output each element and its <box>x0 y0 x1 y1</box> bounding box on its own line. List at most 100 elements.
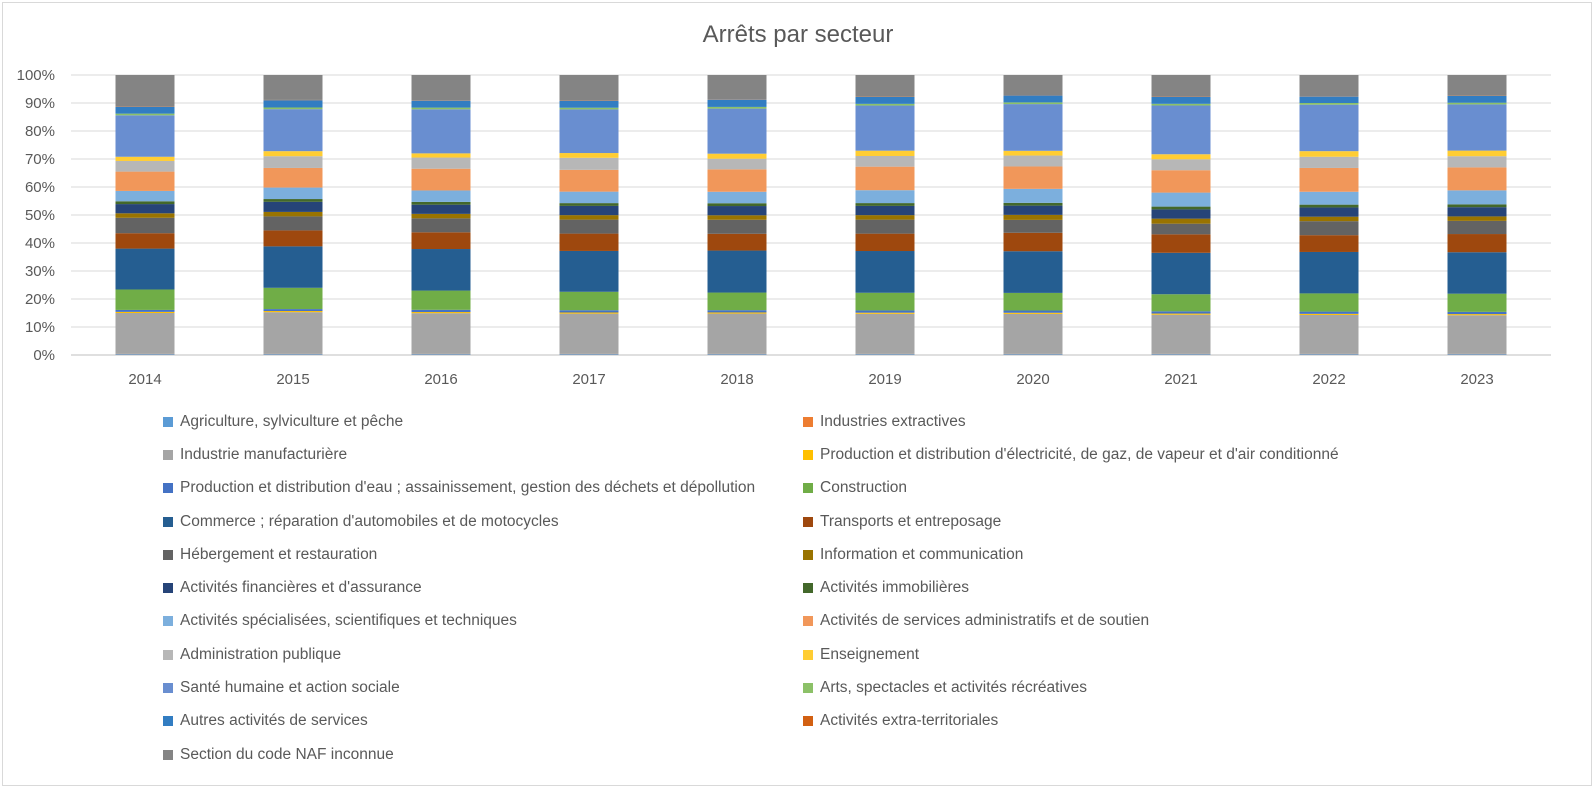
bar-segment <box>115 213 175 218</box>
bar-segment <box>1299 311 1359 314</box>
legend-item: Section du code NAF inconnue <box>163 738 803 771</box>
bar-segment <box>707 292 767 311</box>
legend-item: Industries extractives <box>803 405 1493 438</box>
bar-segment <box>263 151 323 157</box>
bar-segment <box>1151 354 1211 355</box>
bar-segment <box>1447 96 1507 103</box>
bar-segment <box>1299 207 1359 217</box>
legend-item: Information et communication <box>803 538 1493 571</box>
legend-label: Production et distribution d'électricité… <box>820 445 1339 463</box>
bar-segment <box>1299 96 1359 103</box>
legend-item: Activités de services administratifs et … <box>803 605 1493 638</box>
bar-segment <box>115 204 175 214</box>
bar-segment <box>1003 166 1063 189</box>
bar-segment <box>411 354 471 355</box>
bar-segment <box>115 106 175 114</box>
bar-segment <box>1299 314 1359 354</box>
bar-segment <box>263 287 323 310</box>
bar-segment <box>411 249 471 291</box>
y-tick-label: 90% <box>25 95 55 112</box>
legend-swatch <box>163 616 173 627</box>
bar-segment <box>559 233 619 251</box>
bar-segment <box>855 292 915 311</box>
bar-segment <box>411 190 471 202</box>
bar-segment <box>1003 202 1063 206</box>
bar-segment <box>855 354 915 355</box>
bar-segment <box>263 230 323 247</box>
bar-segment <box>115 313 175 354</box>
legend-label: Santé humaine et action sociale <box>180 679 400 697</box>
legend-label: Industrie manufacturière <box>180 445 348 463</box>
bar-segment <box>115 311 175 313</box>
legend-item: Transports et entreposage <box>803 505 1493 538</box>
bar-segment <box>1447 234 1507 253</box>
legend-swatch <box>163 483 173 494</box>
legend-item: Hébergement et restauration <box>163 538 803 571</box>
bar-segment <box>707 108 767 154</box>
bar-segment <box>411 309 471 313</box>
bar-segment <box>559 215 619 220</box>
bar-segment <box>855 105 915 151</box>
bar-segment <box>559 219 619 234</box>
bar-segment <box>1003 104 1063 151</box>
legend-swatch <box>803 483 813 494</box>
bar-segment <box>559 250 619 292</box>
legend-item: Arts, spectacles et activités récréative… <box>803 671 1493 704</box>
bar-segment <box>1151 294 1211 312</box>
bar-segment <box>1003 205 1063 215</box>
bar-segment <box>855 205 915 216</box>
bar-segment <box>559 109 619 154</box>
legend-label: Activités financières et d'assurance <box>180 579 422 597</box>
bar-segment <box>1003 102 1063 105</box>
bar-segment <box>115 233 175 249</box>
x-tick-label: 2018 <box>720 371 753 388</box>
bar-segment <box>411 109 471 154</box>
bar-segment <box>1447 220 1507 235</box>
legend-label: Section du code NAF inconnue <box>180 745 394 763</box>
bar-segment <box>559 205 619 216</box>
legend-label: Activités immobilières <box>820 579 970 597</box>
bar-segment <box>1003 155 1063 167</box>
legend-swatch <box>803 516 813 527</box>
bar-segment <box>411 204 471 214</box>
bar-segment <box>115 354 175 355</box>
bar-segment <box>1003 75 1063 96</box>
legend-item: Production et distribution d'eau ; assai… <box>163 472 803 505</box>
bar-segment <box>559 313 619 354</box>
bar-segment <box>411 232 471 250</box>
bar-segment <box>263 216 323 231</box>
legend-swatch <box>803 616 813 627</box>
bar-segment <box>411 201 471 205</box>
bar-segment <box>855 96 915 104</box>
bar-segment <box>559 191 619 204</box>
bar-segment <box>263 311 323 313</box>
legend-swatch <box>163 716 173 727</box>
bar-segment <box>707 354 767 355</box>
legend-label: Construction <box>820 479 908 497</box>
bar-segment <box>1299 104 1359 152</box>
bar-segment <box>1003 219 1063 233</box>
bar-segment <box>1003 292 1063 311</box>
y-tick-label: 10% <box>25 319 55 336</box>
bar-segment <box>115 309 175 312</box>
legend-label: Information et communication <box>820 545 1024 563</box>
y-tick-label: 50% <box>25 207 55 224</box>
legend-swatch <box>803 649 813 660</box>
bar-segment <box>411 218 471 233</box>
legend-label: Transports et entreposage <box>820 512 1002 530</box>
bar-segment <box>1151 209 1211 219</box>
bar-segment <box>1299 75 1359 97</box>
bar-segment <box>1151 170 1211 193</box>
legend-label: Hébergement et restauration <box>180 545 378 563</box>
bar-segment <box>115 113 175 116</box>
y-tick-label: 0% <box>33 347 55 364</box>
bar-segment <box>1447 252 1507 294</box>
bar-segment <box>707 312 767 314</box>
bar-segment <box>115 115 175 157</box>
bar-segment <box>1447 156 1507 168</box>
legend-swatch <box>803 716 813 727</box>
bar-segment <box>1299 354 1359 355</box>
legend-swatch <box>803 449 813 460</box>
legend-swatch <box>163 749 173 760</box>
bar-segment <box>855 215 915 220</box>
